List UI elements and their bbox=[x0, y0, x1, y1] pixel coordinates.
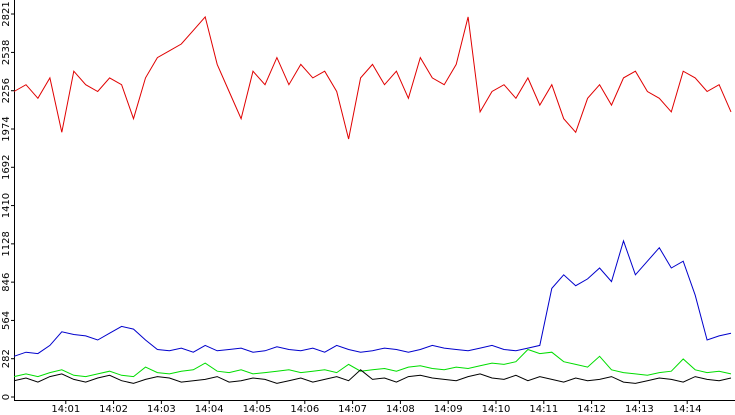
x-tick-label: 14:11 bbox=[529, 404, 558, 415]
series-line bbox=[13, 369, 732, 384]
series-line bbox=[13, 348, 732, 378]
y-tick-label: 2538 bbox=[1, 40, 12, 65]
x-tick-label: 14:09 bbox=[434, 404, 463, 415]
y-tick-label: 0 bbox=[1, 394, 12, 400]
x-tick-label: 14:12 bbox=[577, 404, 606, 415]
x-tick-label: 14:01 bbox=[51, 404, 80, 415]
x-tick-label: 14:10 bbox=[482, 404, 511, 415]
x-tick-label: 14:02 bbox=[99, 404, 128, 415]
x-tick-label: 14:14 bbox=[673, 404, 702, 415]
y-tick-label: 846 bbox=[1, 273, 12, 292]
x-tick-label: 14:13 bbox=[625, 404, 654, 415]
x-tick-label: 14:06 bbox=[290, 404, 319, 415]
y-tick-label: 1410 bbox=[1, 193, 12, 218]
y-tick-label: 282 bbox=[1, 349, 12, 368]
x-tick-label: 14:07 bbox=[338, 404, 367, 415]
y-tick-label: 2821 bbox=[1, 1, 12, 26]
y-tick-label: 1692 bbox=[1, 155, 12, 180]
x-tick-label: 14:08 bbox=[386, 404, 415, 415]
x-tick-label: 14:05 bbox=[243, 404, 272, 415]
y-tick-label: 1128 bbox=[1, 231, 12, 256]
series-line bbox=[13, 239, 732, 357]
y-tick-label: 2256 bbox=[1, 78, 12, 103]
series-line bbox=[13, 15, 732, 140]
y-tick-label: 1974 bbox=[1, 116, 12, 141]
x-tick-label: 14:04 bbox=[195, 404, 224, 415]
x-tick-label: 14:03 bbox=[147, 404, 176, 415]
y-tick-label: 564 bbox=[1, 311, 12, 330]
